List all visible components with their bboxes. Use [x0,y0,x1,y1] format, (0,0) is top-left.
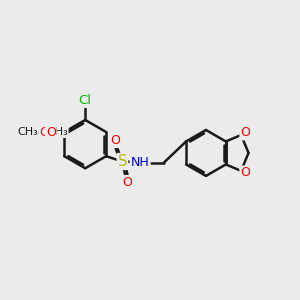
Text: O: O [40,125,50,139]
Text: Cl: Cl [79,94,92,107]
Text: CH₃: CH₃ [17,127,38,137]
Text: O: O [110,134,120,147]
Text: O: O [46,125,56,139]
Text: O: O [240,167,250,179]
Text: S: S [118,154,127,169]
Text: O: O [240,126,250,140]
Text: NH: NH [130,157,149,169]
Text: O: O [122,176,132,189]
Text: CH₃: CH₃ [47,127,68,137]
